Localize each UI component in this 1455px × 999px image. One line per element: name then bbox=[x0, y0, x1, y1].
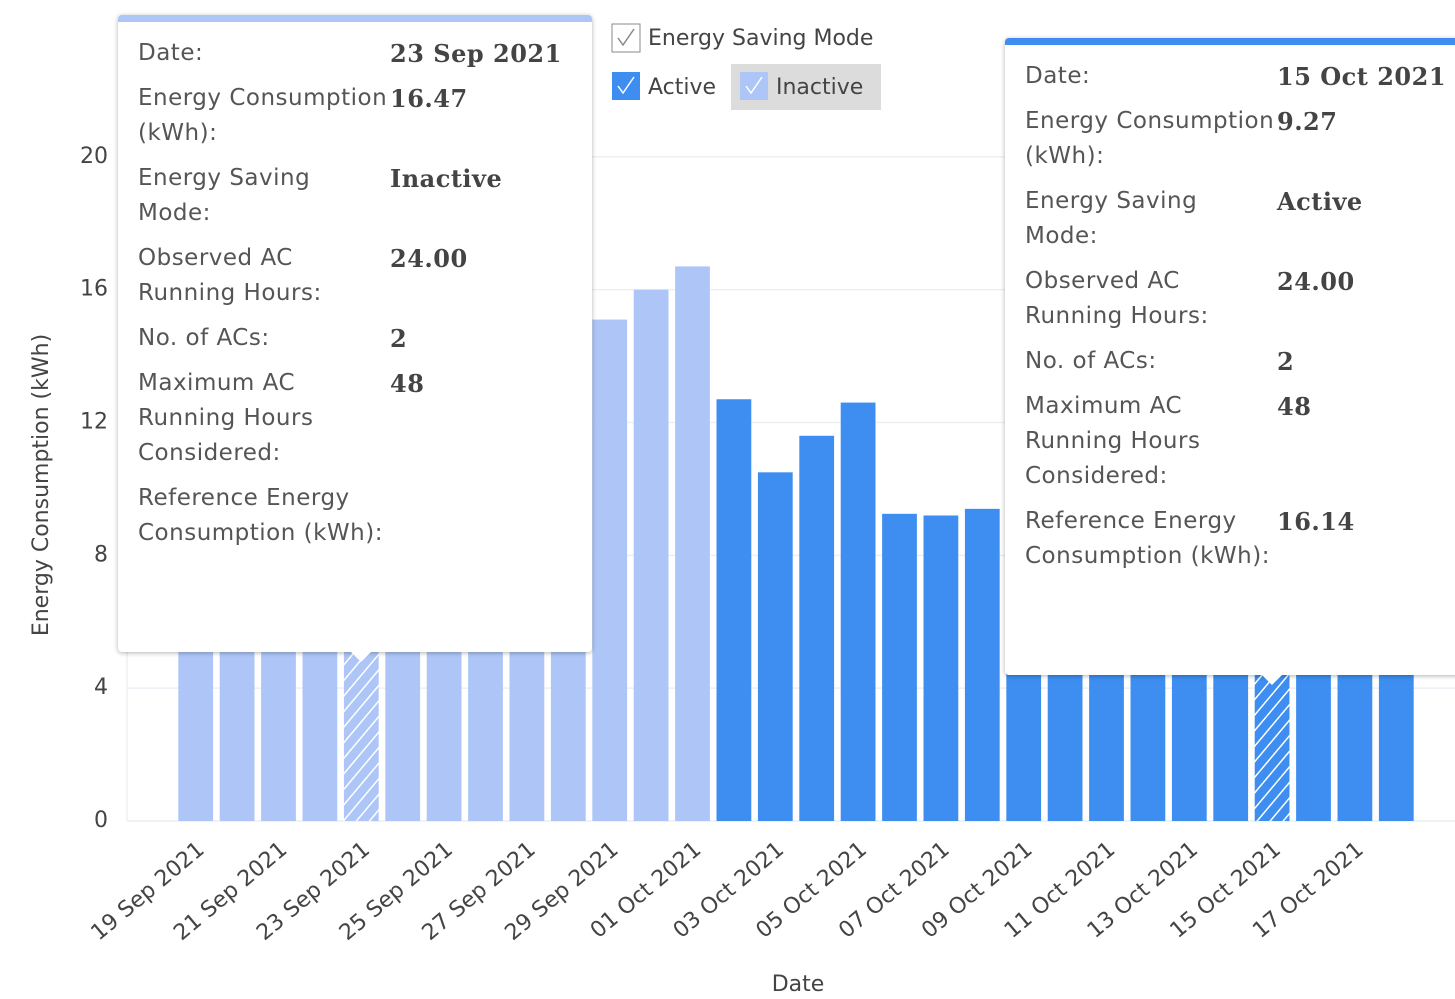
tooltip-row: Observed AC Running Hours: 24.00 bbox=[1025, 264, 1455, 334]
tooltip-row: No. of ACs: 2 bbox=[1025, 344, 1455, 379]
tooltip-row: Date: 15 Oct 2021 bbox=[1025, 59, 1455, 94]
tooltip-value: 2 bbox=[1277, 347, 1295, 376]
tooltip-value: 24.00 bbox=[390, 244, 468, 273]
tooltip-row: Reference Energy Consumption (kWh): 16.14 bbox=[1025, 504, 1455, 574]
check bbox=[617, 28, 635, 47]
tooltip-value: Inactive bbox=[390, 164, 503, 193]
tooltip-value: 24.00 bbox=[1277, 267, 1355, 296]
tooltip-label: Observed AC Running Hours: bbox=[138, 245, 322, 306]
legend-label[interactable]: Active bbox=[648, 75, 716, 100]
tooltip-label: No. of ACs: bbox=[138, 325, 270, 351]
tooltip-label: Reference Energy Consumption (kWh): bbox=[1025, 508, 1270, 569]
tooltip-value: 2 bbox=[390, 324, 408, 353]
tooltip-row: Energy Saving Mode: Inactive bbox=[138, 161, 572, 231]
x-axis-title: Date bbox=[772, 972, 825, 997]
tooltip-row: Date: 23 Sep 2021 bbox=[138, 36, 572, 71]
tooltip-label: Energy Saving Mode: bbox=[1025, 188, 1198, 249]
tooltip-label: Energy Consumption (kWh): bbox=[138, 85, 388, 146]
tooltip-value: 16.14 bbox=[1277, 507, 1355, 536]
legend-title: Energy Saving Mode bbox=[648, 26, 873, 51]
legend-title-checkbox[interactable] bbox=[611, 23, 641, 53]
bar bbox=[757, 472, 793, 821]
y-tick-label: 16 bbox=[80, 277, 108, 302]
tooltip-row: Observed AC Running Hours: 24.00 bbox=[138, 241, 572, 311]
y-tick-label: 12 bbox=[80, 410, 108, 435]
bar bbox=[716, 399, 752, 821]
tooltip-row: Energy Consumption (kWh): 9.27 bbox=[1025, 104, 1455, 174]
tooltip-row: Maximum AC Running Hours Considered: 48 bbox=[1025, 389, 1455, 494]
tooltip-label: Date: bbox=[138, 40, 204, 66]
tooltip-row: Maximum AC Running Hours Considered: 48 bbox=[138, 366, 572, 471]
tooltip-row: Reference Energy Consumption (kWh): bbox=[138, 481, 572, 551]
bar bbox=[923, 515, 959, 821]
tooltip-row: No. of ACs: 2 bbox=[138, 321, 572, 356]
tooltip-label: No. of ACs: bbox=[1025, 348, 1157, 374]
tooltip-label: Maximum AC Running Hours Considered: bbox=[138, 370, 314, 466]
tooltip-label: Date: bbox=[1025, 63, 1091, 89]
bar bbox=[592, 319, 628, 821]
tooltip-value: 9.27 bbox=[1277, 107, 1338, 136]
bar bbox=[840, 402, 876, 821]
y-tick-label: 4 bbox=[94, 675, 108, 700]
y-axis-title: Energy Consumption (kWh) bbox=[29, 334, 54, 636]
tooltip-row: Energy Consumption (kWh): 16.47 bbox=[138, 81, 572, 151]
y-tick-label: 0 bbox=[94, 808, 108, 833]
tooltip-value: 48 bbox=[1277, 392, 1312, 421]
tooltip-value: 15 Oct 2021 bbox=[1277, 62, 1447, 91]
tooltip-pointer bbox=[351, 652, 372, 662]
bar bbox=[633, 289, 669, 822]
tooltip-pointer bbox=[1262, 675, 1283, 685]
tooltip-value: 16.47 bbox=[390, 84, 468, 113]
y-tick-label: 20 bbox=[80, 144, 108, 169]
tooltip-label: Reference Energy Consumption (kWh): bbox=[138, 485, 383, 546]
tooltip-label: Observed AC Running Hours: bbox=[1025, 268, 1209, 329]
tooltip-row: Energy Saving Mode: Active bbox=[1025, 184, 1455, 254]
legend-label[interactable]: Inactive bbox=[776, 75, 863, 100]
tooltip-label: Energy Saving Mode: bbox=[138, 165, 311, 226]
bar bbox=[882, 513, 917, 821]
tooltip-label: Maximum AC Running Hours Considered: bbox=[1025, 393, 1201, 489]
check bbox=[617, 76, 635, 95]
legend-swatch[interactable] bbox=[612, 72, 640, 100]
tooltip-value: 48 bbox=[390, 369, 425, 398]
legend-swatch[interactable] bbox=[740, 72, 768, 100]
tooltip-value: Active bbox=[1277, 187, 1363, 216]
tooltip-label: Energy Consumption (kWh): bbox=[1025, 108, 1275, 169]
bar bbox=[799, 435, 835, 821]
tooltip-value: 23 Sep 2021 bbox=[390, 39, 562, 68]
tooltip: Date: 15 Oct 2021 Energy Consumption (kWh)… bbox=[1005, 38, 1455, 675]
tooltip: Date: 23 Sep 2021 Energy Consumption (kWh)… bbox=[118, 15, 592, 652]
bar bbox=[964, 508, 1000, 821]
y-tick-label: 8 bbox=[94, 542, 108, 567]
check bbox=[745, 76, 763, 95]
bar bbox=[675, 266, 710, 821]
